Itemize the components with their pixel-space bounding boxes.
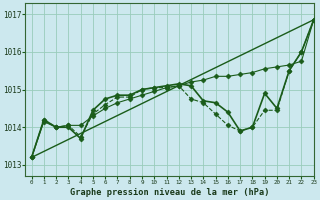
X-axis label: Graphe pression niveau de la mer (hPa): Graphe pression niveau de la mer (hPa): [70, 188, 269, 197]
